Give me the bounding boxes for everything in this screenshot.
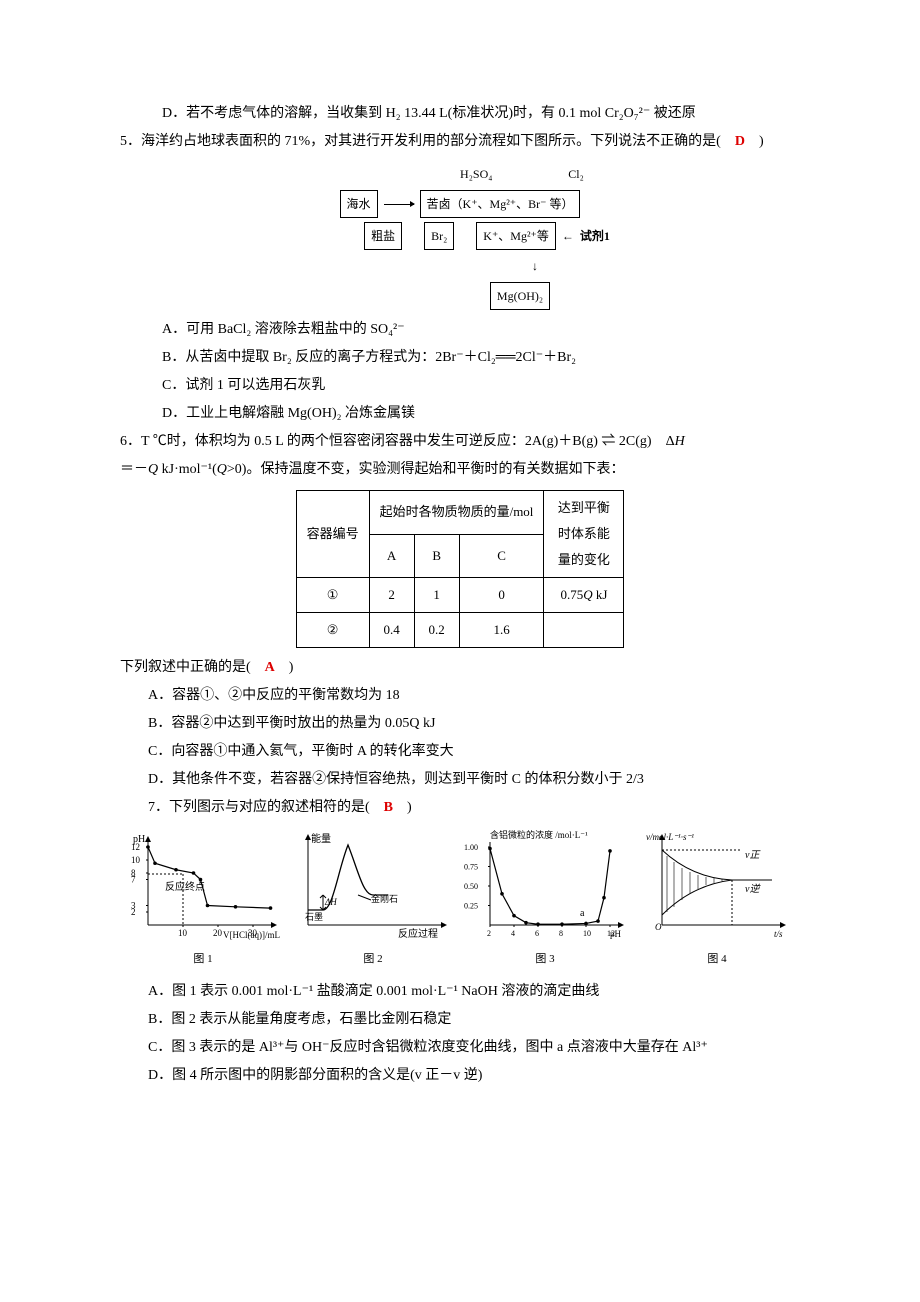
svg-text:v正: v正 [745, 850, 761, 861]
q7-option-c: C．图 3 表示的是 Al³⁺与 OH⁻反应时含铝微粒浓度变化曲线，图中 a 点… [120, 1034, 800, 1062]
q5-option-c: C．试剂 1 可以选用石灰乳 [120, 372, 800, 400]
svg-text:0.50: 0.50 [464, 882, 478, 891]
svg-text:10: 10 [583, 929, 591, 938]
svg-text:0.75: 0.75 [464, 863, 478, 872]
svg-text:1.00: 1.00 [464, 843, 478, 852]
q6-option-a: A．容器①、②中反应的平衡常数均为 18 [120, 682, 800, 710]
q6-after: 下列叙述中正确的是( A ) [120, 654, 800, 682]
svg-text:12: 12 [131, 842, 140, 852]
svg-text:20: 20 [213, 928, 223, 938]
q6-stem-1: 6．T ℃时，体积均为 0.5 L 的两个恒容密闭容器中发生可逆反应：2A(g)… [120, 428, 800, 456]
q7-answer: B [384, 800, 393, 815]
table-row: ①2100.75Q kJ [296, 578, 624, 613]
svg-text:a: a [580, 908, 585, 919]
q7-stem: 7．下列图示与对应的叙述相符的是( B ) [120, 794, 800, 822]
svg-text:反应终点: 反应终点 [165, 880, 205, 893]
svg-text:4: 4 [511, 929, 515, 938]
svg-text:能量: 能量 [311, 832, 331, 845]
q6-option-d: D．其他条件不变，若容器②保持恒容绝热，则达到平衡时 C 的体积分数小于 2/3 [120, 766, 800, 794]
chart-2: 能量 反应过程 石墨 ΔH 金刚石 图 2 [290, 830, 456, 970]
svg-text:8: 8 [131, 868, 136, 878]
q5-stem: 5．海洋约占地球表面积的 71%，对其进行开发利用的部分流程如下图所示。下列说法… [120, 128, 800, 156]
svg-text:v逆: v逆 [745, 883, 761, 895]
svg-text:10: 10 [178, 928, 188, 938]
svg-text:含铝微粒的浓度 /mol·L⁻¹: 含铝微粒的浓度 /mol·L⁻¹ [490, 830, 588, 840]
q6-option-c: C．向容器①中通入氦气，平衡时 A 的转化率变大 [120, 738, 800, 766]
q7-option-d: D．图 4 所示图中的阴影部分面积的含义是(v 正－v 逆) [120, 1062, 800, 1090]
chart-3: 含铝微粒的浓度 /mol·L⁻¹ pH 0.250.500.751.002468… [460, 830, 630, 970]
q7-option-a: A．图 1 表示 0.001 mol·L⁻¹ 盐酸滴定 0.001 mol·L⁻… [120, 978, 800, 1006]
q6-option-b: B．容器②中达到平衡时放出的热量为 0.05Q kJ [120, 710, 800, 738]
q4-option-d: D．若不考虑气体的溶解，当收集到 H₂ 13.44 L(标准状况)时，有 0.1… [120, 100, 800, 128]
svg-text:30: 30 [248, 928, 258, 938]
svg-text:ΔH: ΔH [324, 897, 337, 907]
chart-4: v/mol·L⁻¹·s⁻¹ t/s O v正 v逆 图 4 [634, 830, 800, 970]
svg-text:6: 6 [535, 929, 539, 938]
flowchart: H₂SO₄ Cl₂ 海水 苦卤（K⁺、Mg²⁺、Br⁻ 等） 粗盐 Br₂ K⁺… [120, 160, 800, 312]
table-row: ②0.40.21.6 [296, 613, 624, 648]
svg-text:t/s: t/s [774, 929, 783, 939]
svg-text:v/mol·L⁻¹·s⁻¹: v/mol·L⁻¹·s⁻¹ [646, 832, 694, 842]
svg-text:10: 10 [131, 855, 141, 865]
svg-text:石墨: 石墨 [305, 912, 323, 922]
svg-text:12: 12 [607, 929, 615, 938]
svg-text:O: O [655, 922, 662, 932]
svg-text:金刚石: 金刚石 [371, 893, 398, 904]
svg-text:反应过程: 反应过程 [398, 927, 438, 940]
q5-option-a: A．可用 BaCl₂ 溶液除去粗盐中的 SO₄²⁻ [120, 316, 800, 344]
data-table: 容器编号 起始时各物质物质的量/mol 达到平衡时体系能量的变化 ABC ①21… [296, 490, 625, 648]
svg-text:2: 2 [487, 929, 491, 938]
svg-text:0.25: 0.25 [464, 902, 478, 911]
q7-option-b: B．图 2 表示从能量角度考虑，石墨比金刚石稳定 [120, 1006, 800, 1034]
svg-text:3: 3 [131, 901, 136, 911]
q6-stem-2: ＝－Q kJ·mol⁻¹(Q>0)。保持温度不变，实验测得起始和平衡时的有关数据… [120, 456, 800, 484]
svg-text:8: 8 [559, 929, 563, 938]
q5-answer: D [735, 134, 745, 149]
chart-row: pH V[HCl(aq)]/mL 23781012102030 反应终点 图 1… [120, 830, 800, 970]
chart-1: pH V[HCl(aq)]/mL 23781012102030 反应终点 图 1 [120, 830, 286, 970]
q5-option-d: D．工业上电解熔融 Mg(OH)₂ 冶炼金属镁 [120, 400, 800, 428]
q5-option-b: B．从苦卤中提取 Br₂ 反应的离子方程式为：2Br⁻＋Cl₂══2Cl⁻＋Br… [120, 344, 800, 372]
q6-answer: A [265, 660, 275, 675]
